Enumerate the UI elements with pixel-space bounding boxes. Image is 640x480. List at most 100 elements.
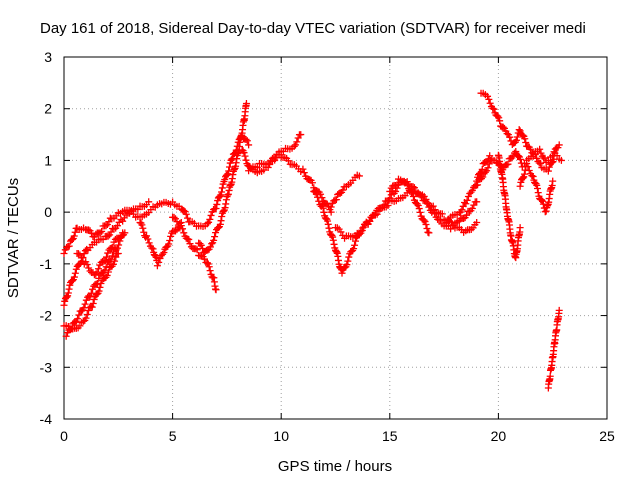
data-point-marker — [489, 104, 497, 112]
data-point-marker — [425, 203, 433, 211]
data-point-marker — [224, 190, 232, 198]
data-point-marker — [171, 227, 179, 235]
data-point-marker — [218, 188, 226, 196]
data-point-marker — [101, 257, 109, 265]
data-point-marker — [513, 133, 521, 141]
data-point-marker — [89, 300, 97, 308]
data-point-marker — [98, 227, 106, 235]
series-track-5 — [73, 229, 127, 279]
data-point-marker — [332, 196, 340, 204]
data-point-marker — [320, 208, 328, 216]
data-point-marker — [495, 114, 503, 122]
data-point-marker — [87, 289, 95, 297]
data-point-marker — [319, 204, 327, 212]
data-point-marker — [339, 186, 347, 194]
data-point-marker — [534, 189, 542, 197]
data-point-marker — [216, 192, 224, 200]
data-point-marker — [483, 167, 491, 175]
data-point-marker — [512, 136, 520, 144]
data-point-marker — [485, 95, 493, 103]
data-point-marker — [153, 262, 161, 270]
data-point-marker — [71, 269, 79, 277]
data-point-marker — [140, 228, 148, 236]
data-point-marker — [242, 100, 250, 108]
data-point-marker — [77, 254, 85, 262]
data-point-marker — [484, 92, 492, 100]
data-point-marker — [116, 234, 124, 242]
data-point-marker — [119, 229, 127, 237]
data-point-marker — [210, 236, 218, 244]
data-point-marker — [103, 253, 111, 261]
data-point-marker — [503, 130, 511, 138]
data-point-marker — [97, 280, 105, 288]
data-point-marker — [463, 196, 471, 204]
data-point-marker — [345, 253, 353, 261]
data-point-marker — [88, 303, 96, 311]
data-point-marker — [180, 229, 188, 237]
series-track-18 — [494, 151, 524, 262]
data-point-marker — [112, 253, 120, 261]
data-point-marker — [206, 215, 214, 223]
data-point-marker — [222, 196, 230, 204]
data-point-marker — [222, 200, 230, 208]
data-point-marker — [516, 155, 524, 163]
data-point-marker — [220, 207, 228, 215]
data-point-marker — [160, 248, 168, 256]
data-point-marker — [107, 244, 115, 252]
data-point-marker — [496, 117, 504, 125]
series-track-7 — [169, 213, 220, 294]
data-point-marker — [297, 131, 305, 139]
series-track-4 — [60, 250, 122, 333]
chart-title: Day 161 of 2018, Sidereal Day-to-day VTE… — [40, 20, 586, 37]
data-point-marker — [109, 243, 117, 251]
data-point-marker — [83, 310, 91, 318]
data-point-marker — [425, 229, 433, 237]
data-point-marker — [524, 163, 532, 171]
data-point-marker — [75, 311, 83, 319]
x-tick-label: 5 — [169, 428, 177, 444]
data-point-marker — [65, 285, 73, 293]
x-tick-label: 10 — [273, 428, 289, 444]
data-point-marker — [478, 165, 486, 173]
y-tick-label: 2 — [44, 101, 52, 117]
data-point-marker — [329, 233, 337, 241]
data-point-marker — [413, 200, 421, 208]
data-point-marker — [193, 246, 201, 254]
y-tick-label: -3 — [40, 359, 53, 375]
data-point-marker — [139, 224, 147, 232]
data-point-marker — [203, 220, 211, 228]
data-point-marker — [74, 250, 82, 258]
data-point-marker — [516, 224, 524, 232]
data-point-marker — [327, 203, 335, 211]
data-point-marker — [515, 126, 523, 134]
data-point-marker — [245, 141, 253, 149]
data-point-marker — [350, 245, 358, 253]
data-point-marker — [185, 235, 193, 243]
data-point-marker — [166, 236, 174, 244]
data-point-marker — [403, 178, 411, 186]
data-point-marker — [506, 133, 514, 141]
data-point-marker — [96, 283, 104, 291]
data-point-marker — [329, 236, 337, 244]
data-point-marker — [90, 295, 98, 303]
data-point-marker — [205, 263, 213, 271]
data-point-marker — [314, 193, 322, 201]
data-point-marker — [155, 258, 163, 266]
axis-ticks — [63, 56, 608, 420]
data-point-marker — [104, 232, 112, 240]
series-track-15 — [442, 156, 496, 226]
data-point-marker — [144, 235, 152, 243]
data-point-marker — [64, 289, 72, 297]
data-point-marker — [104, 268, 112, 276]
data-point-marker — [343, 261, 351, 269]
data-point-marker — [537, 159, 545, 167]
data-point-marker — [213, 200, 221, 208]
data-point-marker — [70, 232, 78, 240]
y-tick-label: -1 — [40, 256, 53, 272]
data-point-marker — [219, 208, 227, 216]
data-point-marker — [528, 149, 536, 157]
data-point-marker — [292, 141, 300, 149]
data-point-marker — [145, 198, 153, 206]
y-tick-label: 0 — [44, 204, 52, 220]
